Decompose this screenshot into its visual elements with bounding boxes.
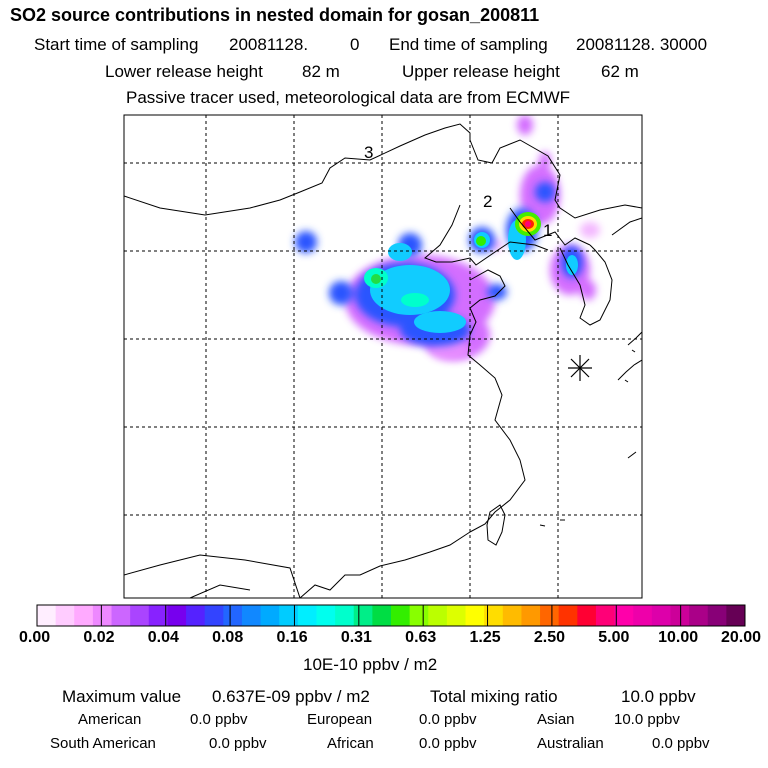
colorbar-tick-label: 0.00	[19, 629, 51, 646]
colorbar	[36, 604, 746, 627]
colorbar-cell	[465, 605, 485, 626]
colorbar-cell	[633, 605, 653, 626]
map-panel: 1 2 3	[123, 114, 643, 599]
region-name-african: African	[327, 735, 374, 752]
end-time-label: End time of sampling	[389, 35, 548, 54]
colorbar-cell	[241, 605, 262, 626]
colorbar-cell	[595, 605, 616, 626]
colorbar-cell	[204, 605, 224, 626]
receptor-star-icon	[568, 355, 592, 381]
region-name-american: American	[78, 711, 142, 728]
map-frame	[123, 114, 643, 599]
start-time-hour: 0	[350, 35, 360, 54]
colorbar-cell	[130, 605, 150, 626]
colorbar-cell	[353, 605, 373, 626]
colorbar-cell	[689, 605, 709, 626]
total-mixing-value: 10.0 ppbv	[621, 687, 696, 706]
colorbar-unit: 10E-10 ppbv / m2	[303, 655, 438, 674]
source-marker-3: 3	[364, 143, 373, 162]
coastline-layer	[124, 123, 642, 598]
colorbar-cell	[391, 605, 411, 626]
colorbar-cell	[707, 605, 727, 626]
colorbar-tick-label: 2.50	[533, 629, 566, 646]
colorbar-cell	[409, 605, 429, 626]
region-value-asian: 10.0 ppbv	[614, 711, 680, 728]
colorbar-tick-label: 0.08	[212, 629, 244, 646]
colorbar-cell	[186, 605, 206, 626]
colorbar-cell	[37, 605, 57, 626]
colorbar-cell	[74, 605, 94, 626]
total-mixing-label: Total mixing ratio	[430, 687, 558, 706]
region-name-asian: Asian	[537, 711, 575, 728]
colorbar-tick-label: 0.02	[83, 629, 115, 646]
colorbar-cell	[614, 605, 634, 626]
colorbar-cell	[316, 605, 336, 626]
colorbar-cell	[55, 605, 75, 626]
colorbar-cell	[260, 605, 280, 626]
colorbar-cell	[540, 605, 560, 626]
upper-release-label: Upper release height	[402, 62, 560, 81]
colorbar-tick-label: 5.00	[598, 629, 630, 646]
colorbar-cell	[111, 605, 131, 626]
region-value-african: 0.0 ppbv	[419, 735, 477, 752]
colorbar-cell	[167, 605, 187, 626]
colorbar-cell	[558, 605, 578, 626]
colorbar-cell	[148, 605, 168, 626]
colorbar-cell	[521, 605, 541, 626]
colorbar-tick-label: 1.25	[469, 629, 501, 646]
region-value-american: 0.0 ppbv	[190, 711, 248, 728]
lat-lon-grid	[124, 115, 642, 598]
colorbar-cell	[670, 605, 690, 626]
colorbar-cell	[577, 605, 597, 626]
colorbar-cell	[372, 605, 392, 626]
colorbar-cell	[335, 605, 355, 626]
max-value: 0.637E-09 ppbv / m2	[212, 687, 370, 706]
region-name-australian: Australian	[537, 735, 604, 752]
start-time-label: Start time of sampling	[34, 35, 199, 54]
data-source-note: Passive tracer used, meteorological data…	[126, 88, 571, 107]
region-value-european: 0.0 ppbv	[419, 711, 477, 728]
colorbar-cell	[223, 605, 243, 626]
colorbar-tick-label: 0.16	[276, 629, 308, 646]
colorbar-cell	[428, 605, 448, 626]
colorbar-tick-label: 0.63	[405, 629, 437, 646]
end-time-value: 20081128. 30000	[576, 35, 708, 54]
colorbar-cells	[37, 605, 746, 626]
lower-release-label: Lower release height	[105, 62, 263, 81]
region-name-european: European	[307, 711, 373, 728]
colorbar-cell	[651, 605, 671, 626]
source-marker-2: 2	[483, 192, 492, 211]
colorbar-cell	[484, 605, 504, 626]
colorbar-cell	[446, 605, 467, 626]
region-name-south-american: South American	[50, 735, 156, 752]
colorbar-cell	[726, 605, 746, 626]
colorbar-tick-label: 0.31	[340, 629, 372, 646]
region-value-australian: 0.0 ppbv	[652, 735, 710, 752]
colorbar-cell	[279, 605, 299, 626]
colorbar-cell	[92, 605, 113, 626]
page-title: SO2 source contributions in nested domai…	[10, 5, 540, 25]
colorbar-cell	[502, 605, 522, 626]
max-value-label: Maximum value	[62, 687, 182, 706]
colorbar-tick-label: 10.00	[658, 629, 699, 646]
lower-release-value: 82 m	[302, 62, 340, 81]
start-time-value: 20081128.	[229, 35, 309, 54]
region-value-south-american: 0.0 ppbv	[209, 735, 267, 752]
upper-release-value: 62 m	[601, 62, 639, 81]
source-marker-1: 1	[543, 221, 552, 240]
colorbar-tick-label: 20.00	[721, 629, 762, 646]
colorbar-cell	[297, 605, 317, 626]
colorbar-tick-label: 0.04	[147, 629, 179, 646]
